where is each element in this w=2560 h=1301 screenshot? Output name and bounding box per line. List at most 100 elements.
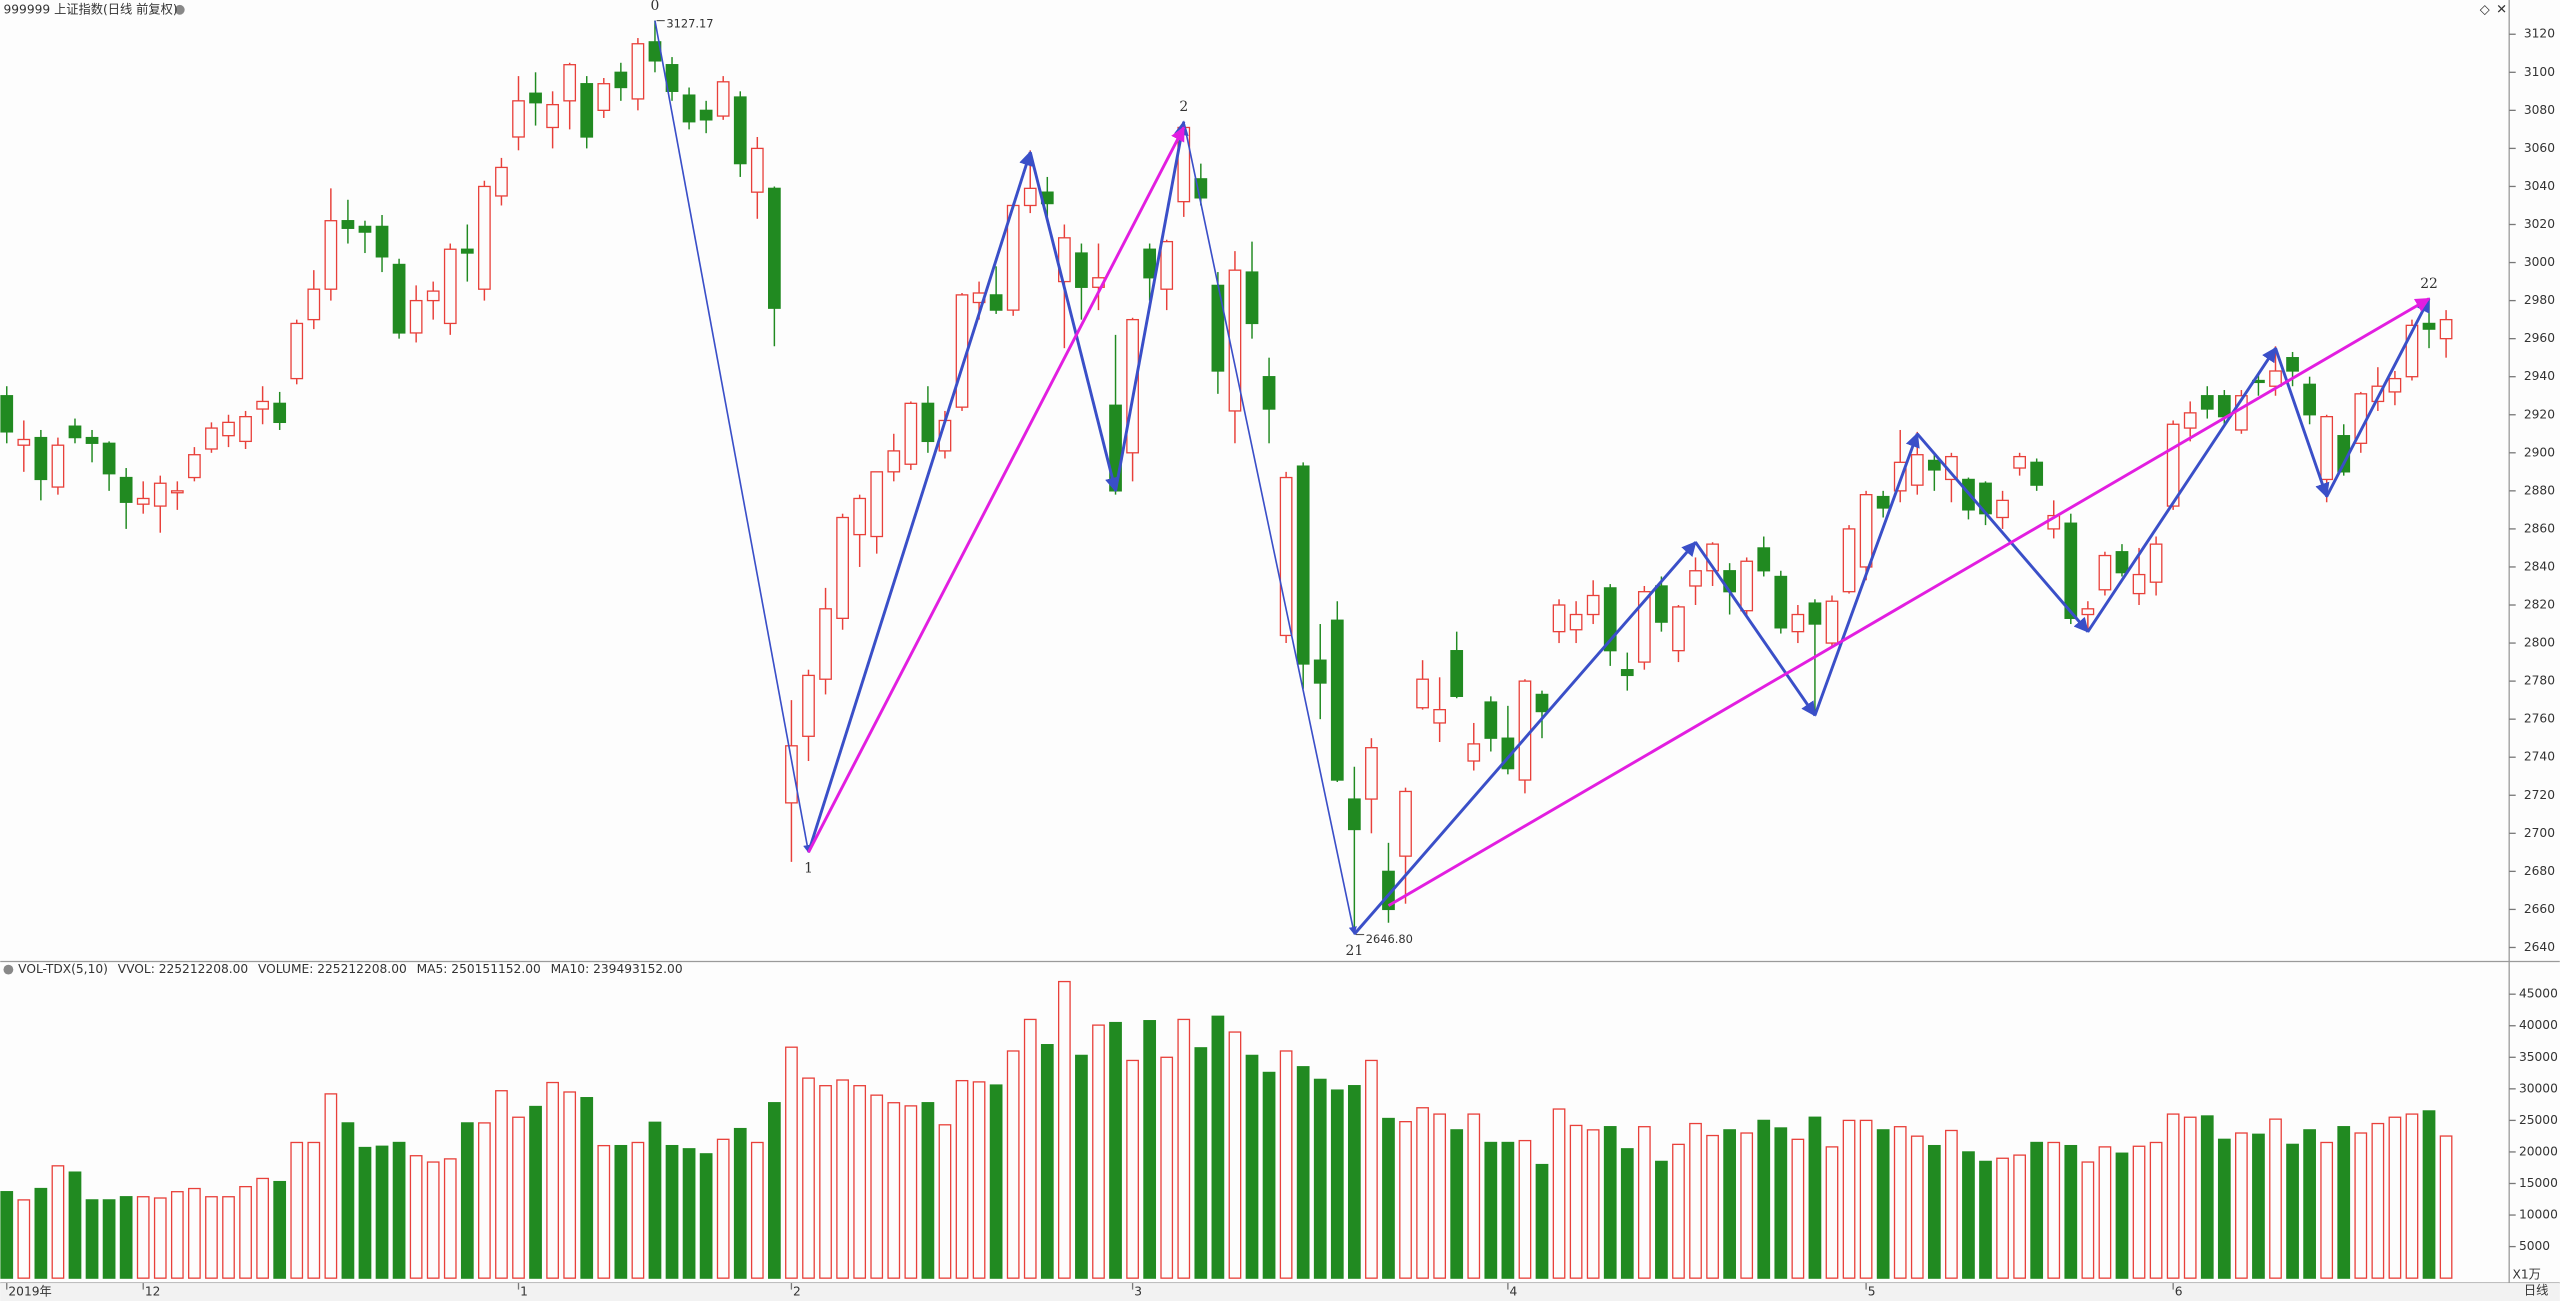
volume-bar [34, 1187, 48, 1279]
volume-bar [2064, 1144, 2078, 1279]
volume-bar [904, 1105, 918, 1279]
candle-body [887, 450, 901, 473]
indicator-header: VOLUME: 225212208.00 [258, 962, 407, 976]
y-tick-label: 2740 [2524, 750, 2555, 764]
candle-body [1876, 495, 1890, 509]
volume-bar [1416, 1107, 1429, 1279]
tool-icon[interactable]: ◇ [2480, 2, 2490, 17]
volume-bar [1876, 1129, 1890, 1279]
wave-line [1353, 541, 1697, 936]
volume-bar [1689, 1122, 1702, 1279]
candle-body [136, 497, 150, 505]
volume-bar [1706, 1134, 1719, 1279]
candle-body [1535, 693, 1549, 713]
extreme-label: 3127.17 [666, 16, 713, 30]
candle-body [1910, 454, 1924, 486]
pivot-label: 0 [651, 0, 660, 14]
volume-bar [1092, 1024, 1105, 1279]
volume-bar [1859, 1119, 1873, 1279]
candle-body [1774, 575, 1788, 629]
volume-bar [716, 1138, 730, 1279]
candle-body [1689, 570, 1702, 587]
candle-body [1927, 459, 1941, 471]
chart-title: 999999 上证指数(日线 前复权) [3, 1, 177, 16]
volume-bar [273, 1180, 287, 1279]
candle-body [768, 187, 781, 309]
candle-body [1518, 680, 1532, 781]
volume-bar [1313, 1078, 1327, 1279]
candle-body [1347, 798, 1361, 831]
candle-body [1211, 284, 1225, 372]
candle-body [750, 147, 764, 193]
candle-body [205, 427, 218, 450]
candle-body [17, 438, 31, 446]
candle-body [222, 421, 235, 437]
wave-line [1182, 121, 1357, 935]
candle-body [563, 64, 577, 102]
candle-body [785, 745, 798, 804]
candle-body [2217, 395, 2231, 418]
volume-bar [1603, 1126, 1617, 1279]
candle-body [1330, 619, 1344, 781]
volume-bar [2235, 1132, 2248, 1279]
volume-bar [1143, 1020, 1157, 1279]
volume-bar [460, 1122, 474, 1279]
y-tick-label: 3000 [2524, 255, 2555, 269]
y-tick-label: 2860 [2524, 521, 2555, 535]
candle-body [1228, 269, 1242, 412]
volume-bar [1620, 1148, 1634, 1279]
wave-line [2325, 297, 2431, 498]
candle-body [1160, 240, 1174, 290]
volume-bar [648, 1121, 662, 1279]
indicator-header: VOL-TDX(5,10) [18, 962, 108, 976]
volume-bar [188, 1187, 201, 1279]
y-tick-label: 2980 [2524, 293, 2555, 307]
volume-bar [2422, 1110, 2436, 1279]
candle-body [2081, 608, 2095, 616]
volume-bar [2303, 1129, 2316, 1279]
indicator-header: MA5: 250151152.00 [417, 962, 541, 976]
volume-bar [2115, 1152, 2129, 1279]
volume-bar [1655, 1160, 1668, 1279]
wave-line [807, 126, 1186, 854]
y-tick-label: 45000 [2519, 987, 2558, 1001]
x-tick-label: 2019年 [8, 1285, 51, 1299]
volume-bar [546, 1081, 559, 1279]
candle-body [460, 248, 474, 254]
volume-bar [785, 1046, 798, 1279]
candle-body [819, 608, 832, 680]
volume-bar [68, 1171, 82, 1279]
x-tick-label: 1 [520, 1285, 528, 1299]
pivot-label: 2 [1179, 99, 1188, 115]
y-tick-label: 2780 [2524, 674, 2555, 688]
candle-body [2200, 395, 2214, 410]
candle-body [1075, 252, 1088, 288]
volume-bar [102, 1199, 116, 1279]
candle-body [1433, 708, 1447, 724]
volume-bar [768, 1102, 781, 1279]
volume-bar [2183, 1116, 2197, 1279]
volume-bar [938, 1124, 952, 1279]
indicator-icon[interactable] [3, 964, 14, 975]
volume-bar [2337, 1126, 2351, 1279]
candle-body [1279, 476, 1293, 637]
candle-body [2388, 377, 2402, 393]
volume-bar [1330, 1089, 1344, 1279]
y-tick-label: 10000 [2519, 1208, 2558, 1222]
candle-body [1194, 178, 1208, 199]
volume-bar [1296, 1066, 1310, 1279]
candle-body [1313, 659, 1327, 684]
title-icon[interactable] [174, 4, 185, 15]
volume-bar [512, 1116, 525, 1279]
volume-bar [1433, 1113, 1447, 1279]
candle-body [1467, 743, 1481, 762]
volume-bar [2388, 1116, 2402, 1279]
y-tick-label: 2880 [2524, 483, 2555, 497]
indicator-header: MA10: 239493152.00 [551, 962, 683, 976]
volume-bar [1774, 1127, 1788, 1279]
volume-bar [733, 1127, 747, 1279]
volume-bar [2217, 1138, 2231, 1279]
volume-bar [2269, 1118, 2282, 1279]
candle-body [239, 416, 252, 443]
close-icon[interactable]: ✕ [2496, 2, 2507, 17]
